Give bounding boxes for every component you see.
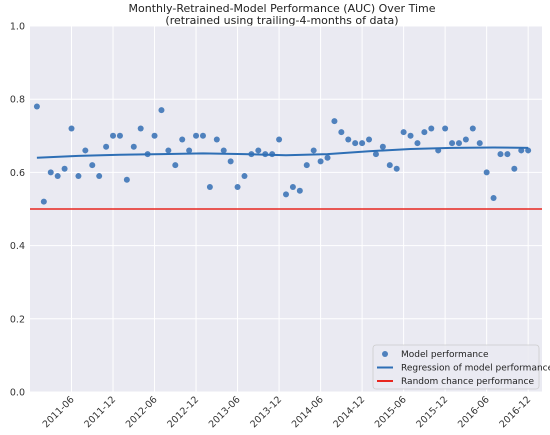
data-point: [386, 162, 393, 169]
x-tick-label: 2012-12: [165, 394, 201, 430]
data-point: [407, 132, 414, 139]
x-tick-label: 2016-06: [456, 394, 492, 430]
data-point: [490, 195, 497, 202]
data-point: [469, 125, 476, 132]
y-tick-label: 0.0: [10, 388, 25, 399]
data-point: [352, 140, 359, 147]
data-point: [504, 151, 511, 158]
data-point: [372, 151, 379, 158]
data-point: [497, 151, 504, 158]
data-point: [40, 198, 47, 205]
data-point: [186, 147, 193, 154]
x-tick-label: 2012-06: [124, 394, 160, 430]
data-point: [462, 136, 469, 143]
data-point: [227, 158, 234, 165]
data-point: [68, 125, 75, 132]
x-tick-label: 2013-12: [248, 394, 284, 430]
chart-subtitle: (retrained using trailing-4-months of da…: [165, 14, 398, 27]
data-point: [421, 129, 428, 136]
data-point: [359, 140, 366, 147]
data-point: [366, 136, 373, 143]
legend: Model performance Regression of model per…: [372, 344, 550, 390]
x-tick-label: 2011-06: [41, 394, 77, 430]
legend-marker-points: [382, 351, 388, 357]
x-tick-label: 2014-12: [331, 394, 367, 430]
data-point: [241, 173, 248, 180]
chart-title: Monthly-Retrained-Model Performance (AUC…: [129, 2, 436, 15]
y-tick-label: 0.4: [10, 241, 25, 252]
data-point: [525, 147, 532, 154]
data-point: [296, 187, 303, 194]
y-tick-label: 0.2: [10, 314, 25, 325]
data-point: [137, 125, 144, 132]
data-point: [89, 162, 96, 169]
data-point: [75, 173, 82, 180]
data-point: [283, 191, 289, 198]
data-point: [234, 184, 241, 191]
data-point: [179, 136, 186, 143]
data-point: [172, 162, 179, 169]
data-point: [165, 147, 172, 154]
data-point: [428, 125, 435, 132]
data-point: [151, 132, 158, 139]
data-point: [518, 147, 525, 154]
data-point: [255, 147, 262, 154]
y-tick-label: 1.0: [10, 22, 25, 33]
data-point: [442, 125, 449, 132]
data-point: [220, 147, 227, 154]
data-point: [331, 118, 338, 125]
data-point: [54, 173, 61, 180]
y-tick-label: 0.6: [10, 168, 25, 179]
data-point: [33, 103, 40, 110]
data-point: [96, 173, 103, 180]
x-tick-label: 2015-06: [373, 394, 409, 430]
x-tick-label: 2014-06: [290, 394, 326, 430]
data-point: [82, 147, 89, 154]
data-point: [193, 132, 200, 139]
legend-box: [372, 344, 540, 390]
data-point: [400, 129, 407, 136]
data-point: [414, 140, 421, 147]
data-point: [158, 107, 165, 114]
data-point: [338, 129, 345, 136]
data-point: [449, 140, 456, 147]
x-tick-label: 2016-12: [497, 394, 533, 430]
data-point: [289, 184, 296, 191]
data-point: [206, 184, 213, 191]
data-point: [130, 143, 137, 150]
y-axis-ticks: 0.0 0.2 0.4 0.6 0.8 1.0: [10, 22, 25, 399]
data-point: [476, 140, 483, 147]
data-point: [199, 132, 206, 139]
data-point: [110, 132, 117, 139]
data-point: [324, 154, 331, 161]
x-tick-label: 2013-06: [207, 394, 243, 430]
data-point: [116, 132, 123, 139]
regression-line: [36, 146, 529, 159]
data-point: [455, 140, 462, 147]
data-point: [310, 147, 317, 154]
series-layer: [30, 103, 542, 210]
x-tick-label: 2015-12: [414, 394, 450, 430]
data-point: [317, 158, 324, 165]
legend-label: Random chance performance: [401, 377, 534, 387]
x-tick-label: 2011-12: [82, 394, 118, 430]
data-point: [393, 165, 400, 172]
data-point: [303, 162, 310, 169]
legend-label: Regression of model performance: [401, 364, 550, 374]
y-tick-label: 0.8: [10, 95, 25, 106]
data-point: [276, 136, 283, 143]
data-point: [47, 169, 54, 176]
data-point: [61, 165, 68, 172]
data-point: [103, 143, 110, 150]
data-point: [213, 136, 220, 143]
data-point: [483, 169, 490, 176]
data-point: [123, 176, 130, 183]
data-point: [511, 165, 518, 172]
x-axis-ticks: 2011-06 2011-12 2012-06 2012-12 2013-06 2013-…: [41, 394, 534, 430]
data-point: [345, 136, 352, 143]
legend-label: Model performance: [401, 350, 489, 360]
data-point: [379, 143, 386, 150]
